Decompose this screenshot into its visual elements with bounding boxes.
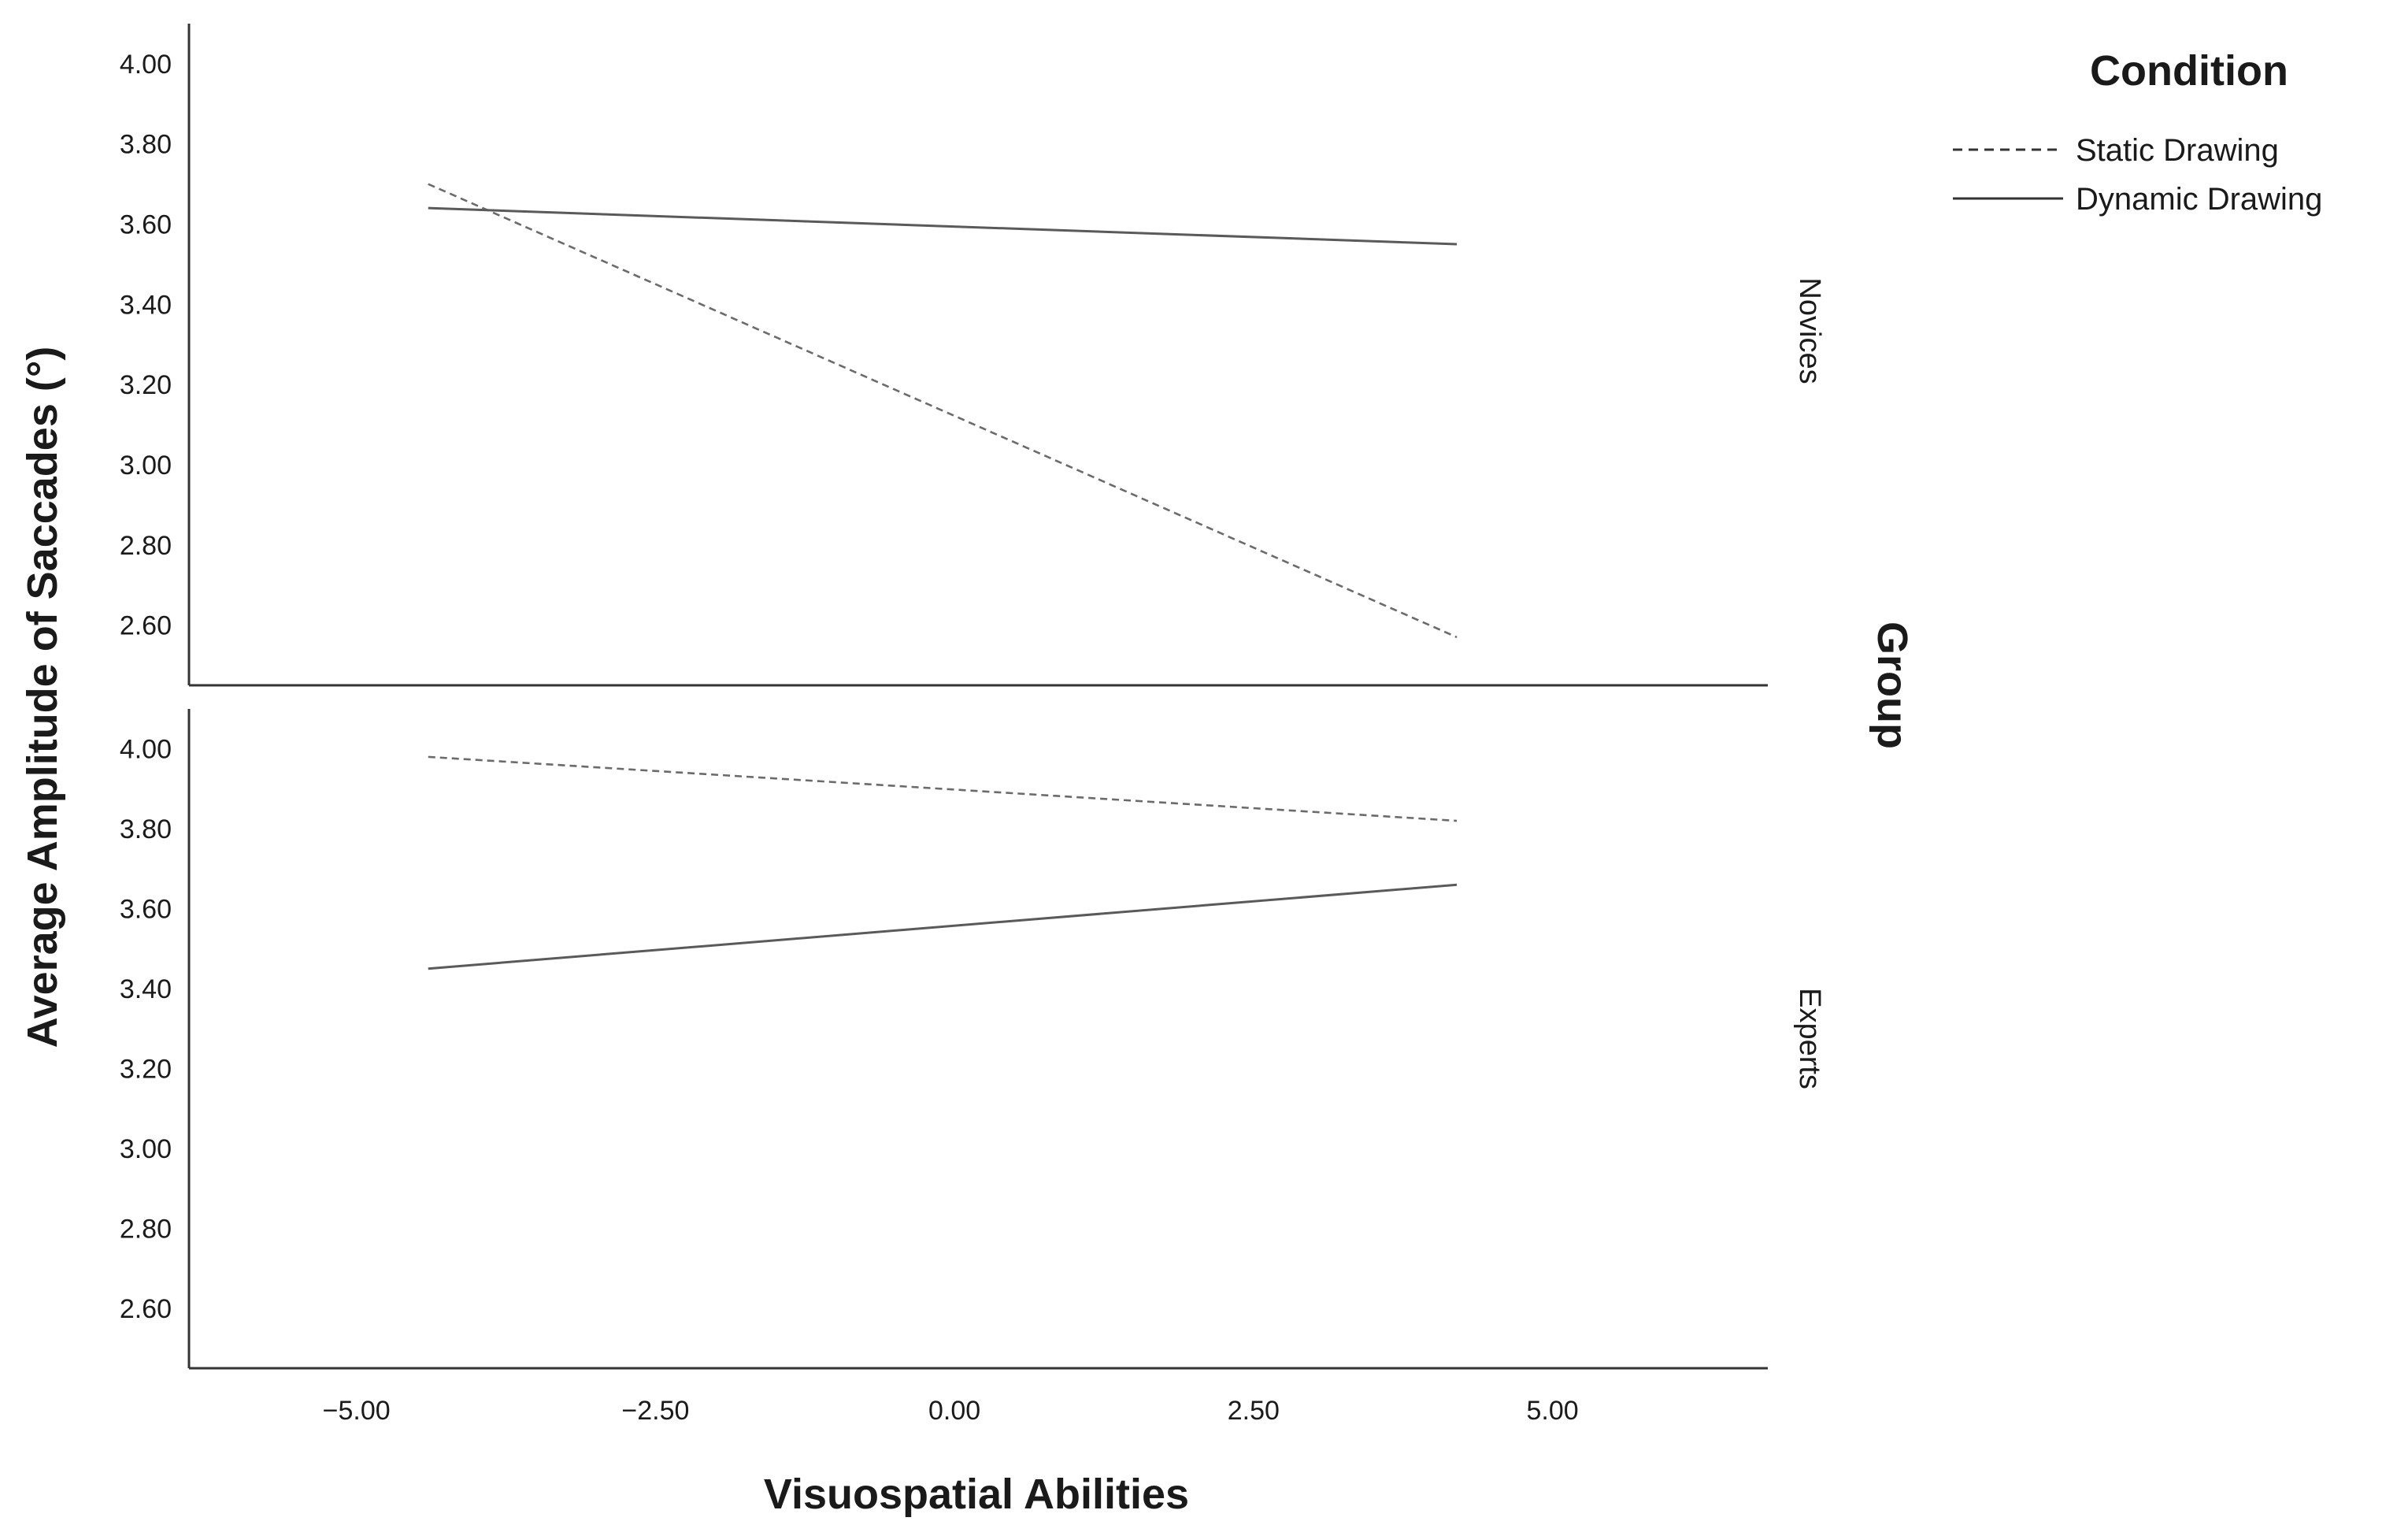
x-tick-label: 2.50 [1228,1396,1280,1426]
y-tick-label: 3.40 [120,290,172,320]
y-tick-label: 3.40 [120,974,172,1004]
y-tick-label: 2.80 [120,1214,172,1244]
y-tick-label: 3.60 [120,210,172,240]
x-tick-label: −5.00 [323,1396,391,1426]
x-axis-title: Visuospatial Abilities [764,1471,1189,1518]
y-tick-label: 3.00 [120,1134,172,1164]
y-tick-label: 3.00 [120,451,172,480]
panel-label: Novices [1793,277,1826,384]
y-tick-label: 3.80 [120,814,172,844]
panel-label: Experts [1793,988,1826,1089]
y-axis-title: Average Amplitude of Saccades (°) [19,347,66,1048]
series-line-dynamic-novices [428,206,1458,246]
x-tick-label: 5.00 [1526,1396,1578,1426]
x-tick-label: −2.50 [621,1396,689,1426]
legend-label: Static Drawing [2076,133,2279,168]
y-tick-label: 3.20 [120,370,172,400]
series-line-static-novices [428,183,1458,639]
y-tick-label: 2.60 [120,611,172,641]
legend-label: Dynamic Drawing [2076,182,2322,217]
series-line-static-experts [428,755,1458,822]
y-tick-label: 2.60 [120,1294,172,1324]
facet-title: Group [1869,621,1916,749]
y-tick-label: 4.00 [120,50,172,80]
y-tick-label: 2.80 [120,531,172,561]
y-tick-label: 3.80 [120,130,172,160]
legend-title: Condition [2090,47,2288,95]
y-tick-label: 3.20 [120,1055,172,1085]
series-line-dynamic-experts [428,883,1458,970]
x-tick-label: 0.00 [928,1396,980,1426]
y-tick-label: 4.00 [120,735,172,765]
y-tick-label: 3.60 [120,895,172,925]
